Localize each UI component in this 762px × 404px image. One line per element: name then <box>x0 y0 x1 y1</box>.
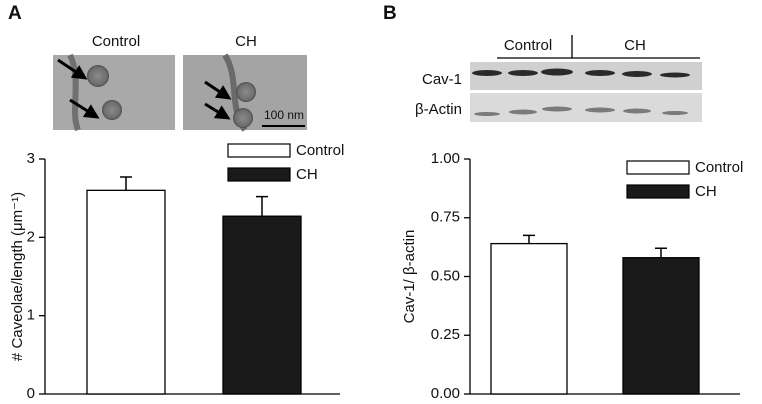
error-bar <box>523 234 535 244</box>
blot-row-label: β-Actin <box>415 101 462 118</box>
blot-group: Control <box>504 37 552 54</box>
error-bar <box>120 176 132 191</box>
blot-row-label: Cav-1 <box>422 71 462 88</box>
legend-label: CH <box>695 183 717 200</box>
bar <box>490 242 568 395</box>
legend-label: CH <box>296 166 318 183</box>
y-tick-label: 0.00 <box>431 385 460 402</box>
blot-group: CH <box>624 37 646 54</box>
micrograph <box>53 53 175 132</box>
scale-bar-label: 100 nm <box>264 108 304 122</box>
y-tick-label: 0.50 <box>431 267 460 284</box>
bar <box>86 189 166 395</box>
y-tick-label: 1.00 <box>431 150 460 167</box>
error-bar <box>256 195 268 217</box>
y-tick-label: 0.25 <box>431 326 460 343</box>
image-label: CH <box>235 33 257 50</box>
western-blot <box>470 62 702 122</box>
legend-label: Control <box>296 142 344 159</box>
y-tick-label: 1 <box>27 307 35 324</box>
image-label: Control <box>92 33 140 50</box>
panel-label: B <box>383 3 397 24</box>
error-bar <box>655 247 667 258</box>
y-tick-label: 2 <box>27 228 35 245</box>
y-tick-label: 3 <box>27 150 35 167</box>
legend-swatch <box>626 184 690 199</box>
y-tick-label: 0.75 <box>431 209 460 226</box>
bar <box>222 215 302 395</box>
bar <box>622 257 700 395</box>
legend-swatch <box>227 167 291 182</box>
y-axis-label: Cav-1/ β-actin <box>401 230 418 324</box>
y-tick-label: 0 <box>27 385 35 402</box>
legend-label: Control <box>695 159 743 176</box>
micrograph <box>183 53 307 132</box>
y-axis-label: # Caveolae/length (μm⁻¹) <box>9 192 26 361</box>
legend-swatch <box>227 143 291 158</box>
panel-label: A <box>8 3 22 24</box>
legend-swatch <box>626 160 690 175</box>
